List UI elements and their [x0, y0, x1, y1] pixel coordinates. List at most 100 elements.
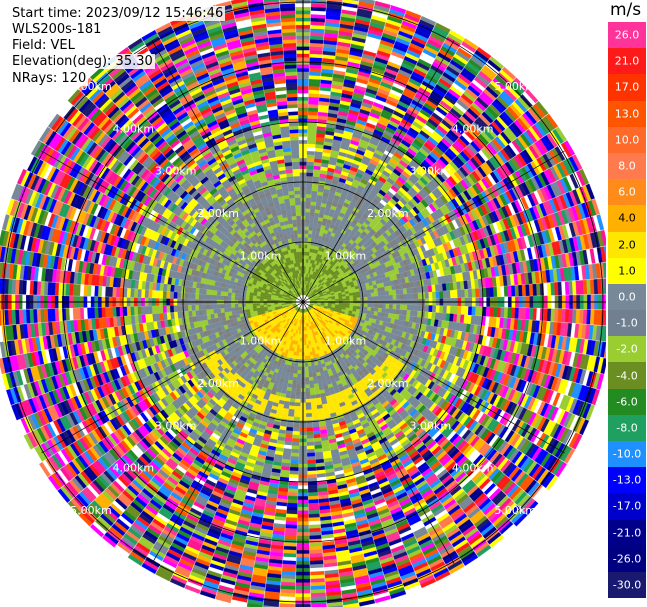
range-gate — [305, 219, 310, 224]
range-gate — [307, 111, 318, 116]
range-gate — [305, 208, 311, 213]
range-gate — [424, 305, 430, 312]
range-gate — [356, 294, 361, 298]
range-gate — [313, 0, 327, 1]
range-gate — [388, 290, 393, 296]
range-gate — [303, 330, 306, 335]
range-gate — [363, 290, 368, 295]
range-gate — [388, 304, 394, 310]
range-gate — [305, 402, 312, 407]
range-gate — [306, 445, 315, 450]
range-gate — [406, 293, 412, 300]
range-gate — [485, 306, 491, 317]
range-gate — [349, 295, 354, 299]
range-gate — [378, 303, 383, 309]
range-gate — [307, 244, 311, 249]
range-gate — [349, 305, 354, 309]
range-gate — [307, 147, 316, 152]
range-gate — [304, 255, 307, 260]
range-gate — [304, 244, 308, 249]
range-gate — [303, 337, 307, 342]
range-gate — [342, 298, 347, 302]
range-gate — [305, 204, 311, 209]
range-gate — [475, 306, 480, 316]
range-gate — [304, 251, 308, 256]
range-gate — [352, 294, 357, 299]
range-gate — [399, 294, 404, 300]
range-gate — [307, 125, 317, 130]
range-gate — [305, 337, 309, 342]
range-gate — [399, 309, 404, 316]
range-gate — [305, 409, 312, 414]
range-gate — [305, 387, 311, 393]
range-gate — [306, 348, 310, 353]
range-gate — [489, 306, 494, 317]
range-gate — [309, 212, 315, 217]
range-gate — [303, 341, 307, 346]
range-gate — [304, 377, 310, 382]
range-gate — [304, 366, 309, 371]
range-gate — [304, 355, 308, 360]
range-gate — [307, 362, 312, 367]
range-gate — [464, 306, 469, 315]
range-gate — [304, 240, 308, 245]
range-gate — [439, 291, 444, 299]
range-gate — [360, 303, 365, 307]
velocity-field — [0, 0, 606, 607]
range-gate — [307, 358, 312, 364]
range-gate — [381, 295, 386, 300]
range-gate — [496, 286, 502, 297]
range-gate — [308, 369, 313, 374]
range-gate — [388, 294, 394, 300]
range-gate — [432, 291, 437, 299]
range-gate — [306, 175, 313, 181]
range-gate — [306, 154, 315, 159]
range-gate — [374, 303, 379, 308]
range-gate — [304, 344, 307, 349]
range-gate — [310, 398, 317, 403]
range-gate — [305, 201, 311, 206]
range-gate — [309, 219, 314, 224]
range-gate — [303, 258, 307, 263]
range-gate — [403, 304, 408, 311]
range-gate — [421, 292, 426, 299]
range-gate — [305, 380, 310, 385]
range-gate — [345, 295, 350, 299]
range-gate — [310, 358, 315, 363]
range-gate — [308, 366, 313, 371]
range-gate — [475, 288, 480, 298]
range-gate — [356, 306, 361, 310]
range-gate — [453, 306, 458, 315]
range-gate — [414, 292, 419, 300]
range-gate — [304, 222, 310, 227]
range-gate — [377, 291, 383, 297]
range-gate — [352, 292, 357, 296]
range-gate — [304, 362, 309, 367]
range-gate — [305, 197, 312, 202]
range-gate — [345, 303, 350, 306]
range-gate — [493, 286, 498, 297]
range-gate — [356, 297, 361, 301]
range-gate — [395, 289, 401, 295]
range-gate — [310, 197, 317, 203]
range-gate — [507, 285, 512, 297]
range-gate — [306, 150, 315, 155]
range-gate — [309, 351, 313, 356]
range-gate — [306, 157, 315, 163]
range-gate — [306, 165, 314, 170]
range-gate — [500, 307, 505, 318]
range-gate — [303, 323, 306, 328]
ppi-scan-plot: 1.00km1.00km1.00km1.00km2.00km2.00km2.00… — [0, 0, 606, 607]
range-gate — [370, 292, 375, 297]
range-gate — [457, 289, 462, 298]
range-gate — [385, 295, 390, 300]
range-gate — [311, 365, 316, 370]
range-gate — [305, 391, 311, 396]
range-gate — [374, 0, 391, 9]
range-gate — [435, 291, 440, 299]
range-gate — [402, 288, 408, 295]
range-gate — [310, 237, 315, 242]
range-gate — [363, 309, 368, 314]
range-gate — [308, 103, 319, 109]
range-gate — [304, 359, 308, 364]
